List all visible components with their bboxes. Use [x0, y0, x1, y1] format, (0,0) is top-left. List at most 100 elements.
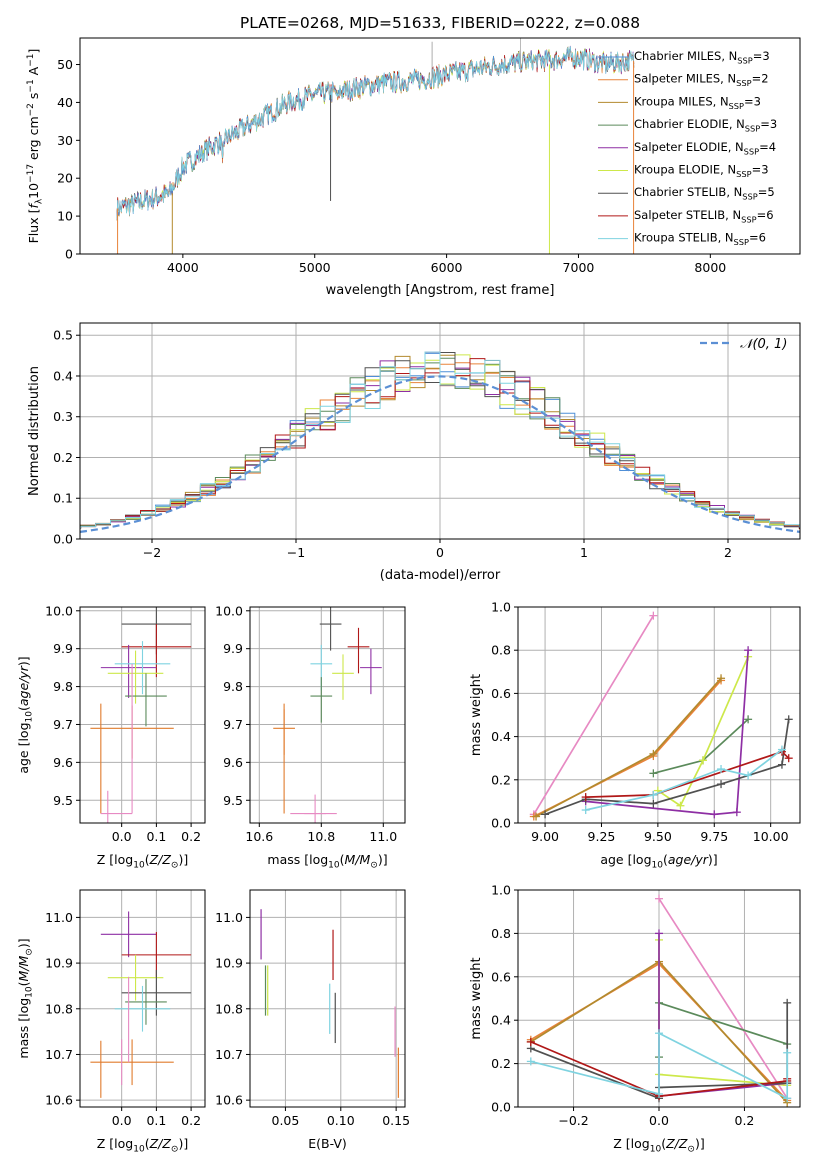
- legend-entry: Kroupa ELODIE, NSSP=3: [634, 163, 769, 180]
- plot-area-age_vs_Z: [90, 607, 192, 823]
- y-tick-label: 10.8: [215, 1001, 243, 1016]
- axes-frame: [79, 322, 801, 540]
- y-tick-label: 10.6: [45, 1093, 73, 1108]
- y-tick-label: 20: [57, 171, 73, 186]
- x-tick-label: −0.2: [558, 1113, 588, 1128]
- x-tick-label: 0.15: [382, 1113, 410, 1128]
- y-tick-label: 40: [57, 95, 73, 110]
- series-line: [544, 719, 790, 816]
- plot-mass_vs_EBV: 0.05 0.10 0.15 10.6 10.7 10.8 10.9 11.0 E(B-V): [215, 889, 410, 1151]
- y-tick-label: 9.6: [223, 755, 243, 770]
- normal-curve: [80, 375, 800, 533]
- plot-massweight_vs_age: 9.00 9.25 9.50 9.75 10.00 0.0 0.2 0.4 0.6 0.8 1.0 a…: [469, 600, 801, 871]
- y-tick-label: 0.8: [491, 643, 511, 658]
- y-tick-label: 50: [57, 57, 73, 72]
- y-axis-label: Flux [fλ10−17 erg cm−2 s−1 A−1]: [26, 49, 45, 244]
- x-tick-label: 10.00: [753, 829, 789, 844]
- figure-title: PLATE=0268, MJD=51633, FIBERID=0222, z=0…: [240, 14, 640, 32]
- plot-massweight_vs_Z: −0.2 0.0 0.2 0.0 0.2 0.4 0.6 0.8 1.0 Z [log10(Z/Z…: [469, 883, 801, 1155]
- axes-frame: [249, 606, 406, 824]
- y-tick-label: 10.0: [215, 603, 243, 618]
- x-tick-label: 0.0: [112, 829, 132, 844]
- y-tick-label: 9.5: [223, 793, 243, 808]
- x-tick-label: 11.0: [369, 829, 397, 844]
- y-tick-label: 9.7: [223, 717, 243, 732]
- y-tick-label: 10.9: [215, 956, 243, 971]
- y-tick-label: 0.5: [53, 328, 73, 343]
- y-axis-label: mass weight: [469, 957, 484, 1039]
- axes-frame: [79, 889, 206, 1108]
- x-tick-label: 9.00: [531, 829, 559, 844]
- x-tick-label: 9.50: [644, 829, 672, 844]
- y-tick-label: 0.0: [491, 816, 511, 831]
- spectrum-line: [116, 48, 635, 221]
- series-line: [658, 898, 788, 1099]
- legend-entry: Chabrier MILES, NSSP=3: [634, 49, 770, 66]
- axes-frame: [517, 889, 801, 1108]
- y-axis-label: Normed distribution: [27, 366, 42, 496]
- legend-entry: Chabrier ELODIE, NSSP=3: [634, 117, 777, 134]
- plot-residuals: −2 −1 0 1 2 0.0 0.1 0.2 0.3 0.4 0.5 (data-model)/er…: [27, 322, 801, 583]
- y-tick-label: 0.3: [53, 409, 73, 424]
- y-axis-label: age [log10(age/yr)]: [16, 656, 35, 773]
- x-tick-label: 1: [580, 545, 588, 560]
- y-tick-label: 10.9: [45, 956, 73, 971]
- x-tick-label: 2: [724, 545, 732, 560]
- legend-residuals: 𝒩(0, 1): [700, 337, 787, 352]
- y-tick-label: 0.2: [491, 772, 511, 787]
- plot-mass_vs_Z: 0.0 0.1 0.2 10.6 10.7 10.8 10.9 11.0 Z [log10(Z/…: [16, 889, 206, 1155]
- y-tick-label: 1.0: [491, 600, 511, 615]
- x-tick-label: −1: [287, 545, 305, 560]
- plot-area-spectrum: [116, 38, 635, 254]
- x-tick-label: 0.10: [327, 1113, 355, 1128]
- series-line: [658, 933, 788, 1098]
- axes-frame: [79, 37, 801, 255]
- y-tick-label: 0.6: [491, 969, 511, 984]
- axes-frame: [249, 889, 406, 1108]
- legend-entry: Kroupa MILES, NSSP=3: [634, 94, 761, 111]
- y-tick-label: 10.6: [215, 1093, 243, 1108]
- legend-entry: Salpeter MILES, NSSP=2: [634, 72, 769, 89]
- spectrum-line: [116, 48, 635, 221]
- y-tick-label: 9.9: [223, 641, 243, 656]
- y-tick-label: 9.7: [53, 717, 73, 732]
- y-tick-label: 1.0: [491, 883, 511, 898]
- legend-entry: Chabrier STELIB, NSSP=5: [634, 185, 775, 202]
- x-tick-label: 7000: [563, 260, 595, 275]
- plot-area-massweight_vs_age: [529, 611, 793, 821]
- y-tick-label: 10.7: [215, 1047, 243, 1062]
- legend-entry: 𝒩(0, 1): [740, 337, 787, 352]
- spectrum-line: [116, 45, 635, 218]
- y-tick-label: 9.5: [53, 793, 73, 808]
- plot-area-residuals: [80, 351, 800, 533]
- x-tick-label: 0.2: [181, 829, 201, 844]
- x-tick-label: 9.75: [700, 829, 728, 844]
- y-tick-label: 9.6: [53, 755, 73, 770]
- chart-layer: 4000 5000 6000 7000 800001020304050wavelengt…: [16, 37, 801, 1155]
- x-tick-label: 0.2: [181, 1113, 201, 1128]
- y-tick-label: 10.7: [45, 1047, 73, 1062]
- y-tick-label: 0.8: [491, 926, 511, 941]
- x-tick-label: 10.6: [245, 829, 273, 844]
- series-line: [533, 615, 655, 815]
- x-axis-label: Z [log10(Z/Z⊙)]: [613, 1136, 704, 1155]
- y-tick-label: 30: [57, 133, 73, 148]
- y-tick-label: 0.4: [491, 1013, 511, 1028]
- series-line: [530, 1031, 789, 1100]
- y-tick-label: 10.8: [45, 1001, 73, 1016]
- x-tick-label: 0.0: [649, 1113, 669, 1128]
- spectrum-line: [116, 46, 635, 219]
- series-line: [585, 750, 790, 798]
- legend-spectrum: Chabrier MILES, NSSP=3 Salpeter MILES, NS…: [598, 49, 777, 247]
- x-axis-label: Z [log10(Z/Z⊙)]: [97, 1136, 188, 1155]
- y-tick-label: 9.8: [53, 679, 73, 694]
- plot-spectrum: 4000 5000 6000 7000 8000 0 10 20 30 40 50 wavelengt…: [26, 37, 801, 298]
- x-tick-label: 0.1: [146, 1113, 166, 1128]
- plot-area-mass_vs_EBV: [260, 909, 399, 1098]
- y-axis-label: mass weight: [469, 674, 484, 756]
- y-tick-label: 11.0: [45, 910, 73, 925]
- plot-age_vs_mass: 10.6 10.8 11.0 9.5 9.6 9.7 9.8 9.9 10.0 mass [log…: [215, 603, 406, 871]
- x-tick-label: 8000: [694, 260, 726, 275]
- spectrum-line: [116, 47, 635, 218]
